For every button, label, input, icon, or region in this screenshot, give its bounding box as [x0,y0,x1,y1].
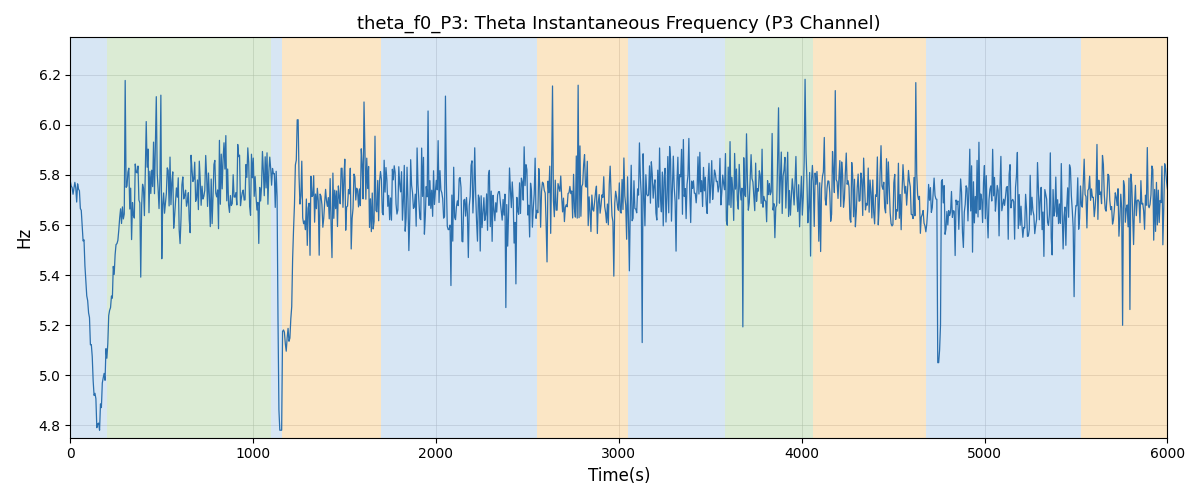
X-axis label: Time(s): Time(s) [588,467,650,485]
Bar [1018,38,1081,438]
Bar [704,38,725,438]
Bar [628,38,704,438]
Bar [282,38,382,438]
Bar [71,38,107,438]
Bar [107,38,271,438]
Bar [926,38,1018,438]
Bar [382,38,536,438]
Bar [725,38,812,438]
Bar [536,38,628,438]
Y-axis label: Hz: Hz [16,227,34,248]
Bar [1081,38,1168,438]
Bar [271,38,282,438]
Bar [812,38,926,438]
Title: theta_f0_P3: Theta Instantaneous Frequency (P3 Channel): theta_f0_P3: Theta Instantaneous Frequen… [358,15,881,34]
